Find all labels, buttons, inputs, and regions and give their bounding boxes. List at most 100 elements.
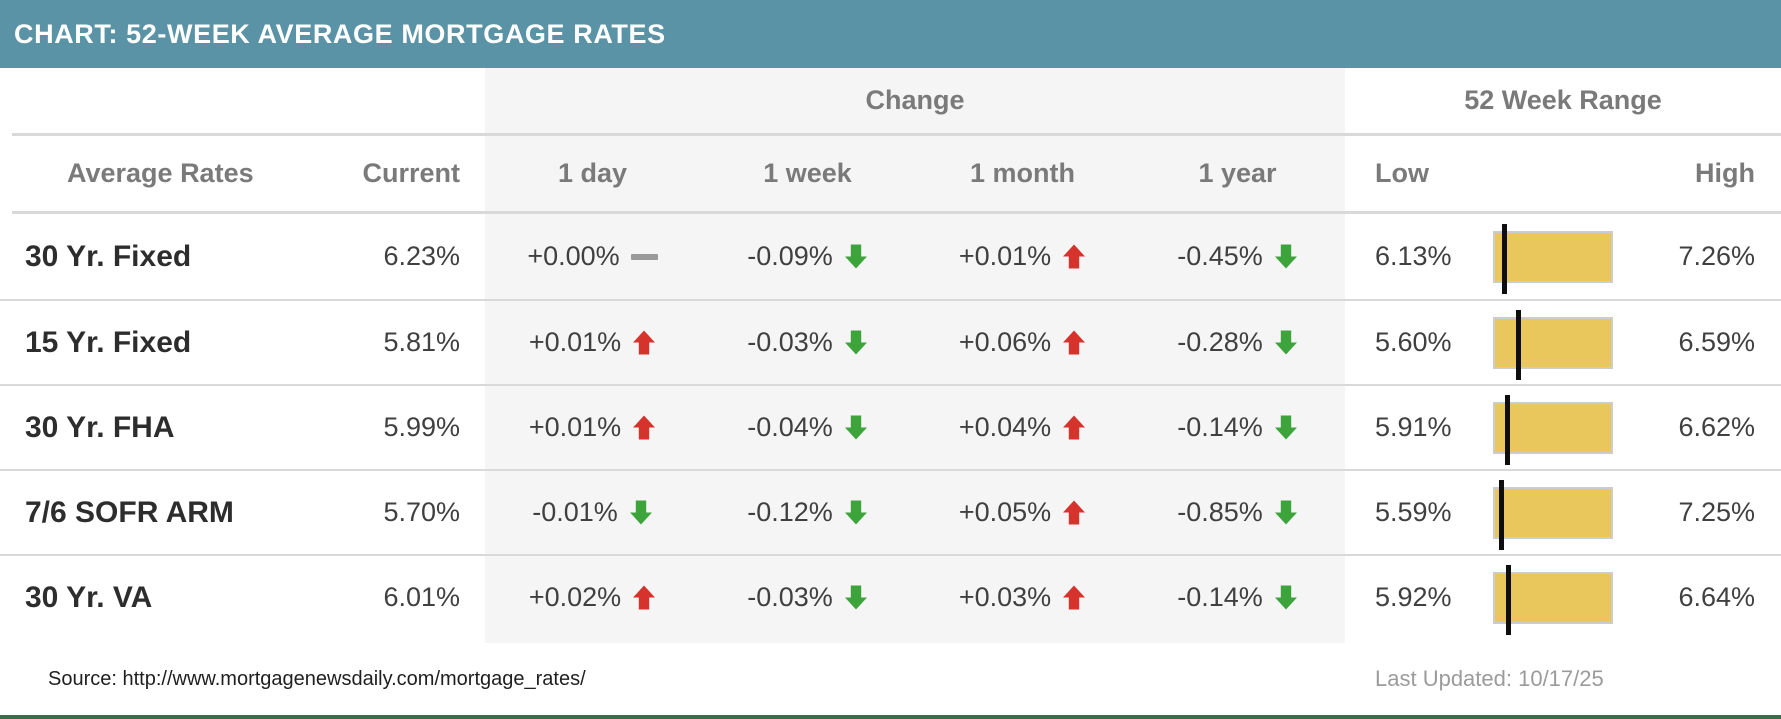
current-rate-marker bbox=[1516, 309, 1522, 380]
change-value: +0.01% bbox=[528, 327, 622, 357]
column-header-current: Current bbox=[362, 158, 460, 188]
no-change-dash-icon bbox=[630, 253, 658, 260]
rate-product-name: 30 Yr. Fixed bbox=[25, 239, 192, 273]
change-cell-1-week: -0.09% bbox=[700, 241, 915, 272]
bottom-green-rule bbox=[0, 715, 1781, 719]
column-header-high: High bbox=[1695, 158, 1755, 188]
current-rate-value: 6.23% bbox=[383, 241, 460, 271]
current-rate-marker bbox=[1499, 479, 1505, 550]
52-week-range-bar bbox=[1492, 564, 1613, 635]
current-rate-value: 5.99% bbox=[383, 412, 460, 442]
column-header-average-rates: Average Rates bbox=[67, 158, 254, 188]
up-arrow-icon bbox=[1063, 585, 1086, 610]
current-rate-marker bbox=[1501, 223, 1507, 294]
current-rate-value: 6.01% bbox=[383, 582, 460, 612]
change-cell-1-week: -0.03% bbox=[700, 327, 915, 358]
change-value: -0.03% bbox=[747, 582, 833, 612]
change-value: +0.01% bbox=[958, 241, 1052, 271]
change-cell-1-month: +0.06% bbox=[915, 327, 1130, 358]
change-cell-1-year: -0.45% bbox=[1130, 241, 1345, 272]
change-cell-1-month: +0.01% bbox=[915, 241, 1130, 272]
rates-table: Change 52 Week Range Average Rates Curre… bbox=[0, 68, 1781, 639]
range-low-value: 5.59% bbox=[1375, 497, 1452, 527]
change-direction-icon bbox=[1274, 329, 1298, 356]
change-direction-icon bbox=[1062, 243, 1086, 270]
change-value: -0.12% bbox=[747, 497, 833, 527]
change-direction-icon bbox=[1062, 414, 1086, 441]
change-cell-1-year: -0.28% bbox=[1130, 327, 1345, 358]
change-direction-icon bbox=[630, 253, 658, 260]
current-rate-marker bbox=[1506, 564, 1511, 635]
range-high-value: 6.62% bbox=[1678, 412, 1755, 442]
down-arrow-icon bbox=[844, 585, 867, 610]
change-cell-1-week: -0.04% bbox=[700, 412, 915, 443]
change-direction-icon bbox=[1062, 584, 1086, 611]
range-bar-cell bbox=[1465, 223, 1640, 294]
down-arrow-icon bbox=[844, 415, 867, 440]
change-direction-icon bbox=[1274, 243, 1298, 270]
change-direction-icon bbox=[844, 414, 868, 441]
table-body: 30 Yr. Fixed 6.23% +0.00% -0.09% +0.01% … bbox=[0, 214, 1781, 639]
change-cell-1-week: -0.12% bbox=[700, 497, 915, 528]
up-arrow-icon bbox=[633, 585, 656, 610]
change-value: -0.09% bbox=[747, 241, 833, 271]
change-cell-1-year: -0.14% bbox=[1130, 582, 1345, 613]
current-rate-value: 5.70% bbox=[383, 497, 460, 527]
change-value: -0.28% bbox=[1177, 327, 1263, 357]
change-value: +0.00% bbox=[527, 241, 620, 271]
change-value: +0.06% bbox=[958, 327, 1052, 357]
52-week-range-bar bbox=[1492, 309, 1613, 380]
group-header-row: Change 52 Week Range bbox=[0, 68, 1781, 133]
change-value: +0.03% bbox=[958, 582, 1052, 612]
up-arrow-icon bbox=[1063, 500, 1086, 525]
column-header-1-week: 1 week bbox=[763, 158, 852, 188]
change-cell-1-month: +0.04% bbox=[915, 412, 1130, 443]
source-text: Source: http://www.mortgagenewsdaily.com… bbox=[48, 668, 586, 690]
change-value: -0.14% bbox=[1177, 412, 1263, 442]
down-arrow-icon bbox=[844, 244, 867, 269]
range-low-value: 5.91% bbox=[1375, 412, 1452, 442]
down-arrow-icon bbox=[1274, 244, 1297, 269]
52-week-range-bar bbox=[1492, 223, 1613, 294]
change-direction-icon bbox=[632, 414, 656, 441]
range-bar-cell bbox=[1465, 309, 1640, 380]
up-arrow-icon bbox=[633, 415, 656, 440]
range-high-value: 6.64% bbox=[1678, 582, 1755, 612]
down-arrow-icon bbox=[1274, 500, 1297, 525]
down-arrow-icon bbox=[1274, 330, 1297, 355]
change-direction-icon bbox=[1274, 414, 1298, 441]
rate-product-name: 7/6 SOFR ARM bbox=[25, 495, 234, 529]
up-arrow-icon bbox=[633, 330, 656, 355]
change-value: -0.14% bbox=[1177, 582, 1263, 612]
range-bar-cell bbox=[1465, 479, 1640, 550]
change-direction-icon bbox=[629, 499, 653, 526]
divider-line bbox=[12, 133, 1781, 136]
current-rate-marker bbox=[1504, 394, 1510, 465]
column-header-row: Average Rates Current 1 day 1 week 1 mon… bbox=[0, 136, 1781, 211]
change-direction-icon bbox=[1062, 329, 1086, 356]
change-direction-icon bbox=[1274, 584, 1298, 611]
change-value: +0.02% bbox=[528, 582, 622, 612]
range-low-value: 5.60% bbox=[1375, 327, 1452, 357]
table-row: 7/6 SOFR ARM 5.70% -0.01% -0.12% +0.05% … bbox=[0, 469, 1781, 554]
range-bar-cell bbox=[1465, 564, 1640, 635]
title-bar: CHART: 52-WEEK AVERAGE MORTGAGE RATES bbox=[0, 0, 1781, 68]
range-low-value: 5.92% bbox=[1375, 582, 1452, 612]
change-direction-icon bbox=[844, 499, 868, 526]
change-direction-icon bbox=[1062, 499, 1086, 526]
up-arrow-icon bbox=[1063, 415, 1086, 440]
table-row: 30 Yr. Fixed 6.23% +0.00% -0.09% +0.01% … bbox=[0, 214, 1781, 299]
down-arrow-icon bbox=[844, 500, 867, 525]
down-arrow-icon bbox=[844, 330, 867, 355]
column-header-1-month: 1 month bbox=[970, 158, 1075, 188]
range-high-value: 7.25% bbox=[1678, 497, 1755, 527]
change-direction-icon bbox=[632, 584, 656, 611]
rate-product-name: 15 Yr. Fixed bbox=[25, 325, 192, 359]
change-value: +0.01% bbox=[528, 412, 622, 442]
rate-product-name: 30 Yr. VA bbox=[25, 580, 153, 614]
table-row: 30 Yr. FHA 5.99% +0.01% -0.04% +0.04% -0… bbox=[0, 384, 1781, 469]
table-row: 15 Yr. Fixed 5.81% +0.01% -0.03% +0.06% … bbox=[0, 299, 1781, 384]
group-header-52-week-range: 52 Week Range bbox=[1464, 85, 1662, 115]
change-cell-1-day: +0.01% bbox=[485, 327, 700, 358]
